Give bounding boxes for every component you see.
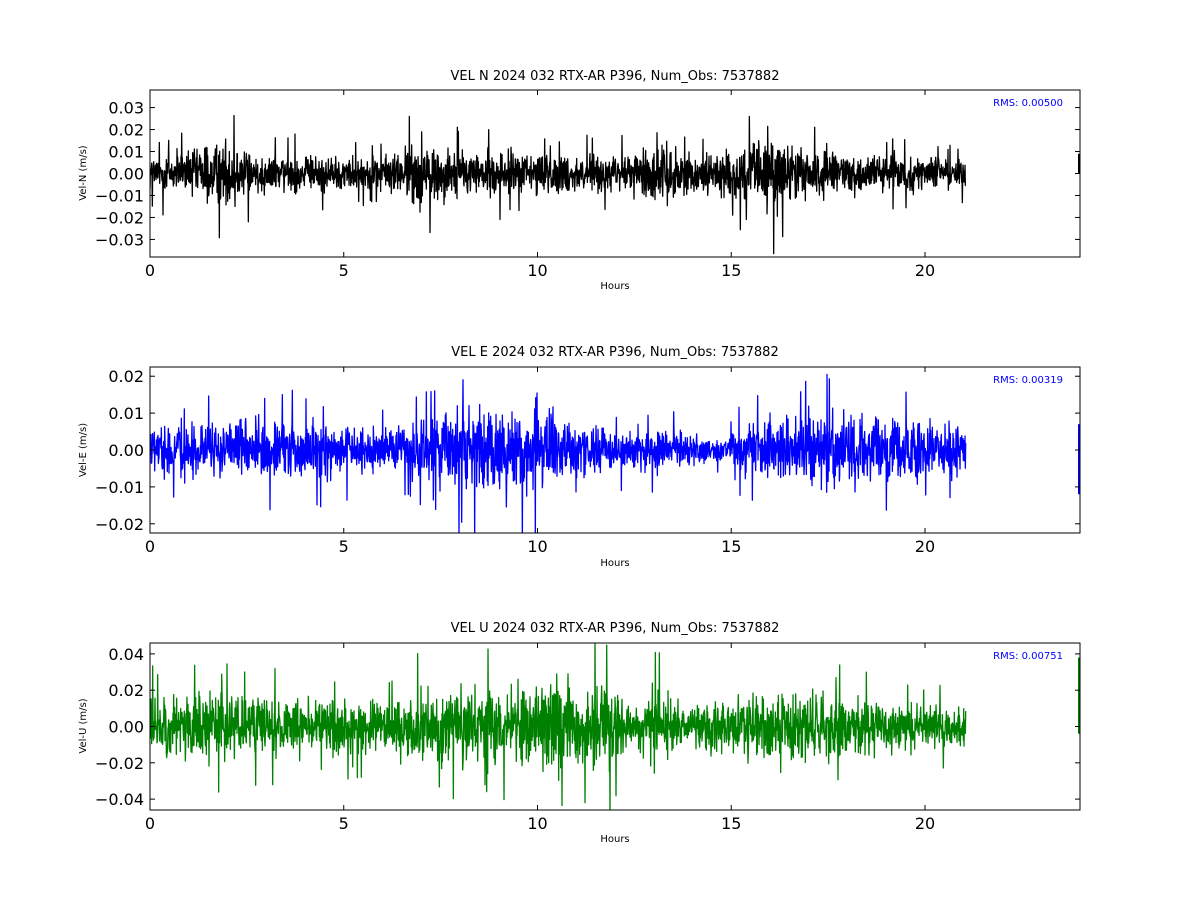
panel-east-ytick-label: −0.01 [95,478,144,497]
panel-east-series-line [150,373,967,533]
panel-up: VEL U 2024 032 RTX-AR P396, Num_Obs: 753… [78,621,1081,845]
panel-east-ylabel: Vel-E (m/s) [78,423,89,477]
panel-north-ytick-label: −0.01 [95,186,144,205]
panel-north-xtick-label: 5 [339,261,349,280]
panel-north-series-line [150,114,966,255]
panel-north-ytick-label: 0.01 [108,143,144,162]
panel-north: VEL N 2024 032 RTX-AR P396, Num_Obs: 753… [78,69,1081,292]
panel-north-ytick-label: −0.02 [95,208,144,227]
panel-north-ticks: 0 5 10 15 20 −0.03 −0.02 −0.01 0.00 0.01 0.02 0.03 [95,90,1080,280]
panel-east-ytick-label: 0.01 [108,404,144,423]
panel-up-ytick-label: −0.02 [95,754,144,773]
panel-up-ytick-label: 0.04 [108,645,144,664]
panel-up-xtick-label: 10 [527,814,547,833]
panel-east-xtick-label: 15 [721,537,741,556]
panel-east-rms-label: RMS: 0.00319 [993,375,1063,386]
panel-up-series [150,643,1080,810]
panel-north-ytick-label: 0.02 [108,121,144,140]
panel-east-xlabel: Hours [600,558,629,569]
panel-up-title: VEL U 2024 032 RTX-AR P396, Num_Obs: 753… [451,621,780,636]
panel-north-rms-label: RMS: 0.00500 [993,98,1063,109]
panel-north-ytick-label: 0.00 [108,165,144,184]
panel-north-xtick-label: 15 [721,261,741,280]
panel-east-ytick-label: 0.02 [108,367,144,386]
panel-up-xtick-label: 0 [145,814,155,833]
panel-up-xtick-label: 15 [721,814,741,833]
panel-east-xtick-label: 5 [339,537,349,556]
panel-east: VEL E 2024 032 RTX-AR P396, Num_Obs: 753… [78,345,1081,569]
panel-north-xlabel: Hours [600,281,629,292]
panel-up-xtick-label: 20 [915,814,935,833]
panel-up-frame [149,642,1081,811]
panel-north-xtick-label: 20 [915,261,935,280]
panel-up-ylabel: Vel-U (m/s) [78,698,89,753]
panel-east-ytick-label: 0.00 [108,441,144,460]
panel-east-xtick-label: 10 [527,537,547,556]
panel-up-xtick-label: 5 [339,814,349,833]
panel-up-ytick-label: 0.02 [108,681,144,700]
panel-up-rms-label: RMS: 0.00751 [993,651,1063,662]
panel-north-ytick-label: 0.03 [108,99,144,118]
panel-north-frame [149,89,1081,258]
panel-up-ytick-label: 0.00 [108,718,144,737]
panel-north-xtick-label: 10 [527,261,547,280]
panel-up-xlabel: Hours [600,834,629,845]
panel-north-xtick-label: 0 [145,261,155,280]
panel-north-ytick-label: −0.03 [95,230,144,249]
panel-east-xtick-label: 0 [145,537,155,556]
panel-east-ytick-label: −0.02 [95,515,144,534]
panel-east-xtick-label: 20 [915,537,935,556]
panel-east-series [150,373,1080,533]
panel-up-ticks: 0 5 10 15 20 −0.04 −0.02 0.00 0.02 0.04 [95,643,1080,833]
panel-east-title: VEL E 2024 032 RTX-AR P396, Num_Obs: 753… [451,345,778,360]
panel-east-frame [149,366,1081,534]
panel-up-ytick-label: −0.04 [95,790,144,809]
panel-north-ylabel: Vel-N (m/s) [78,145,89,200]
panel-north-title: VEL N 2024 032 RTX-AR P396, Num_Obs: 753… [451,69,780,84]
panel-east-ticks: 0 5 10 15 20 −0.02 −0.01 0.00 0.01 0.02 [95,367,1080,556]
panel-north-series [150,114,1080,255]
panel-up-series-line [150,643,967,810]
